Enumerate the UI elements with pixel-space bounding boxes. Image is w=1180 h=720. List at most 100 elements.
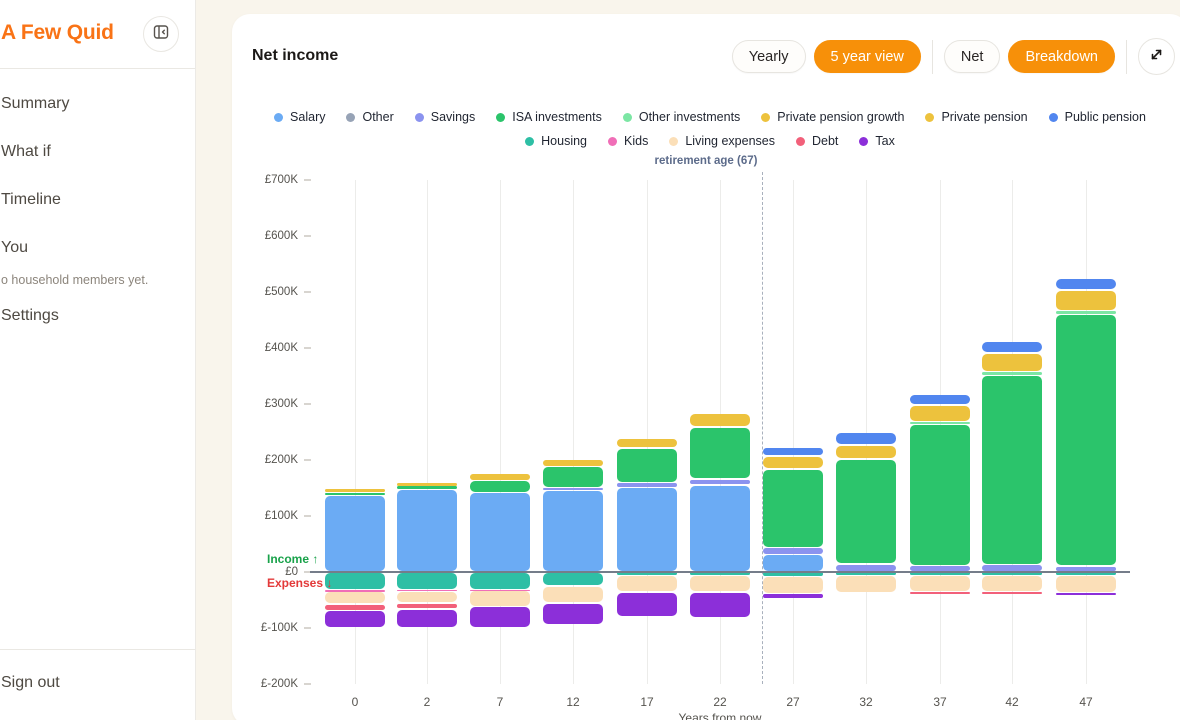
bar-segment-living[interactable] xyxy=(325,592,385,603)
bar-segment-isa[interactable] xyxy=(910,425,970,564)
bar-segment-debt[interactable] xyxy=(325,605,385,610)
bar-segment-pension_growth[interactable] xyxy=(617,439,677,448)
bar-segment-salary[interactable] xyxy=(397,490,457,571)
bar-segment-pension_growth[interactable] xyxy=(470,474,530,480)
net-button[interactable]: Net xyxy=(944,40,1001,73)
bar-segment-savings[interactable] xyxy=(836,565,896,571)
legend-item-other_investments[interactable]: Other investments xyxy=(623,110,740,124)
bar-segment-pension_growth[interactable] xyxy=(325,489,385,492)
bar-segment-isa[interactable] xyxy=(543,467,603,487)
bar-segment-private_pension[interactable] xyxy=(836,446,896,459)
bar-segment-isa[interactable] xyxy=(836,460,896,564)
bar-segment-savings[interactable] xyxy=(617,483,677,487)
bar-segment-living[interactable] xyxy=(397,592,457,602)
bar-segment-housing[interactable] xyxy=(982,572,1042,575)
bar-segment-kids[interactable] xyxy=(397,590,457,592)
bar-segment-tax[interactable] xyxy=(397,610,457,627)
bar-segment-other_investments[interactable] xyxy=(982,372,1042,374)
bar-segment-living[interactable] xyxy=(1056,576,1116,592)
bar-segment-living[interactable] xyxy=(910,576,970,591)
bar-segment-other_investments[interactable] xyxy=(1056,311,1116,313)
bar-segment-living[interactable] xyxy=(543,587,603,602)
expand-chart-button[interactable] xyxy=(1138,38,1175,75)
bar-segment-public_pension[interactable] xyxy=(763,448,823,455)
bar-segment-kids[interactable] xyxy=(325,590,385,592)
bar-segment-tax[interactable] xyxy=(1056,593,1116,595)
bar-segment-public_pension[interactable] xyxy=(910,395,970,405)
bar-segment-savings[interactable] xyxy=(690,480,750,485)
legend-item-living[interactable]: Living expenses xyxy=(669,134,775,148)
bar-segment-housing[interactable] xyxy=(910,572,970,575)
bar-segment-isa[interactable] xyxy=(325,493,385,495)
legend-item-private_pension[interactable]: Private pension xyxy=(925,110,1027,124)
bar-segment-public_pension[interactable] xyxy=(1056,279,1116,289)
bar-segment-salary[interactable] xyxy=(763,555,823,571)
bar-segment-living[interactable] xyxy=(617,576,677,591)
bar-segment-savings[interactable] xyxy=(1056,567,1116,572)
bar-segment-savings[interactable] xyxy=(982,565,1042,571)
bar-segment-kids[interactable] xyxy=(470,590,530,592)
bar-segment-living[interactable] xyxy=(836,576,896,592)
five-year-view-button[interactable]: 5 year view xyxy=(814,40,921,73)
bar-segment-housing[interactable] xyxy=(543,573,603,586)
bar-segment-isa[interactable] xyxy=(397,486,457,489)
bar-segment-living[interactable] xyxy=(763,577,823,593)
bar-segment-other_investments[interactable] xyxy=(910,422,970,424)
bar-segment-isa[interactable] xyxy=(982,376,1042,564)
bar-segment-salary[interactable] xyxy=(617,488,677,571)
bar-segment-isa[interactable] xyxy=(690,428,750,479)
bar-segment-housing[interactable] xyxy=(836,572,896,575)
bar-segment-savings[interactable] xyxy=(910,566,970,571)
sidebar-item-what-if[interactable]: What if xyxy=(1,143,51,161)
bar-segment-private_pension[interactable] xyxy=(763,457,823,468)
bar-segment-salary[interactable] xyxy=(325,496,385,571)
bar-segment-living[interactable] xyxy=(470,591,530,606)
bar-segment-tax[interactable] xyxy=(617,593,677,616)
bar-segment-salary[interactable] xyxy=(470,493,530,571)
bar-segment-pension_growth[interactable] xyxy=(690,414,750,427)
bar-segment-debt[interactable] xyxy=(910,592,970,594)
bar-segment-housing[interactable] xyxy=(763,572,823,575)
legend-item-public_pension[interactable]: Public pension xyxy=(1049,110,1146,124)
bar-segment-tax[interactable] xyxy=(325,611,385,627)
bar-segment-housing[interactable] xyxy=(690,572,750,575)
legend-item-housing[interactable]: Housing xyxy=(525,134,587,148)
bar-segment-public_pension[interactable] xyxy=(982,342,1042,352)
bar-segment-isa[interactable] xyxy=(1056,315,1116,566)
bar-segment-private_pension[interactable] xyxy=(1056,291,1116,311)
bar-segment-pension_growth[interactable] xyxy=(397,483,457,485)
legend-item-tax[interactable]: Tax xyxy=(859,134,894,148)
sidebar-item-settings[interactable]: Settings xyxy=(1,307,59,325)
legend-item-other[interactable]: Other xyxy=(346,110,393,124)
legend-item-pension_growth[interactable]: Private pension growth xyxy=(761,110,904,124)
legend-item-salary[interactable]: Salary xyxy=(274,110,325,124)
legend-item-savings[interactable]: Savings xyxy=(415,110,475,124)
legend-item-debt[interactable]: Debt xyxy=(796,134,838,148)
bar-segment-housing[interactable] xyxy=(1056,572,1116,575)
sidebar-item-summary[interactable]: Summary xyxy=(1,95,69,113)
bar-segment-isa[interactable] xyxy=(470,481,530,491)
bar-segment-tax[interactable] xyxy=(470,607,530,627)
bar-segment-living[interactable] xyxy=(982,576,1042,591)
bar-segment-debt[interactable] xyxy=(397,604,457,609)
bar-segment-housing[interactable] xyxy=(617,572,677,575)
bar-segment-isa[interactable] xyxy=(763,470,823,547)
bar-segment-pension_growth[interactable] xyxy=(543,460,603,466)
bar-segment-debt[interactable] xyxy=(982,592,1042,594)
bar-segment-housing[interactable] xyxy=(470,573,530,589)
breakdown-button[interactable]: Breakdown xyxy=(1008,40,1115,73)
bar-segment-tax[interactable] xyxy=(690,593,750,617)
bar-segment-tax[interactable] xyxy=(763,594,823,598)
yearly-button[interactable]: Yearly xyxy=(732,40,806,73)
legend-item-isa[interactable]: ISA investments xyxy=(496,110,602,124)
bar-segment-private_pension[interactable] xyxy=(982,354,1042,372)
bar-segment-isa[interactable] xyxy=(617,449,677,482)
bar-segment-salary[interactable] xyxy=(690,486,750,571)
bar-segment-housing[interactable] xyxy=(325,573,385,589)
bar-segment-salary[interactable] xyxy=(543,491,603,571)
legend-item-kids[interactable]: Kids xyxy=(608,134,648,148)
sidebar-collapse-button[interactable] xyxy=(143,16,179,52)
bar-segment-private_pension[interactable] xyxy=(910,406,970,421)
sidebar-item-timeline[interactable]: Timeline xyxy=(1,191,61,209)
bar-segment-public_pension[interactable] xyxy=(836,433,896,444)
